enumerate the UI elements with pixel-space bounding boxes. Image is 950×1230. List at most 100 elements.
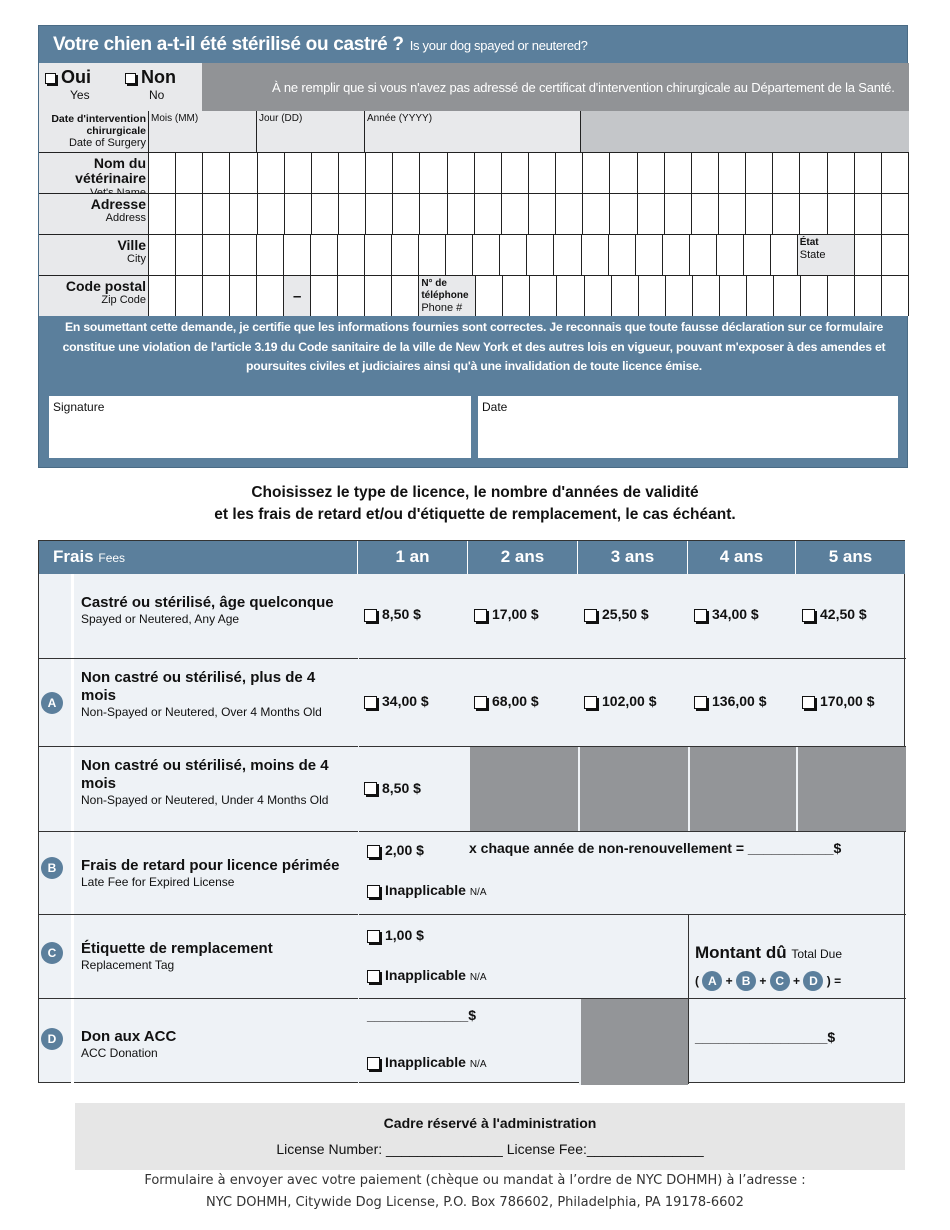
char-cell[interactable] bbox=[312, 194, 339, 234]
char-cell[interactable] bbox=[663, 235, 690, 275]
char-cell[interactable] bbox=[855, 235, 882, 275]
char-cell[interactable] bbox=[392, 276, 420, 316]
char-cell[interactable] bbox=[230, 235, 258, 275]
char-cell[interactable] bbox=[665, 194, 692, 234]
checkbox-icon[interactable] bbox=[367, 929, 380, 943]
signature-field[interactable]: Signature bbox=[49, 396, 471, 458]
fee-option[interactable]: 34,00 $ bbox=[694, 606, 759, 622]
yes-option[interactable]: Oui Yes bbox=[45, 67, 91, 102]
char-cell[interactable] bbox=[230, 153, 258, 193]
char-cell[interactable] bbox=[527, 235, 555, 275]
char-cell[interactable] bbox=[800, 153, 828, 193]
char-cell[interactable] bbox=[176, 194, 204, 234]
checkbox-icon[interactable] bbox=[474, 608, 487, 622]
license-fee-field[interactable]: License Fee:_______________ bbox=[506, 1141, 704, 1157]
char-cell[interactable] bbox=[530, 276, 558, 316]
checkbox-icon[interactable] bbox=[364, 782, 377, 796]
checkbox-icon[interactable] bbox=[584, 608, 597, 622]
checkbox-icon[interactable] bbox=[125, 72, 136, 84]
fee-option[interactable]: 25,50 $ bbox=[584, 606, 649, 622]
char-cell[interactable] bbox=[448, 153, 475, 193]
char-cell[interactable] bbox=[882, 235, 909, 275]
checkbox-icon[interactable] bbox=[367, 1056, 380, 1070]
char-cell[interactable] bbox=[638, 194, 665, 234]
char-cell[interactable] bbox=[338, 235, 366, 275]
char-cell[interactable] bbox=[666, 276, 693, 316]
char-cell[interactable] bbox=[339, 194, 367, 234]
char-cell[interactable] bbox=[882, 153, 909, 193]
char-cell[interactable] bbox=[503, 276, 531, 316]
char-cell[interactable] bbox=[365, 276, 393, 316]
char-cell[interactable] bbox=[801, 276, 828, 316]
char-cell[interactable] bbox=[556, 194, 584, 234]
char-cell[interactable] bbox=[855, 276, 882, 316]
char-cell[interactable] bbox=[311, 276, 339, 316]
late-fee-option[interactable]: 2,00 $ bbox=[367, 842, 424, 858]
char-cell[interactable] bbox=[502, 153, 529, 193]
tag-option[interactable]: 1,00 $ bbox=[367, 927, 424, 943]
char-cell[interactable] bbox=[230, 194, 258, 234]
char-cell[interactable] bbox=[284, 235, 312, 275]
char-cell[interactable] bbox=[257, 276, 285, 316]
checkbox-icon[interactable] bbox=[694, 608, 707, 622]
checkbox-icon[interactable] bbox=[802, 608, 815, 622]
char-cell[interactable] bbox=[285, 194, 312, 234]
char-cell[interactable] bbox=[855, 194, 882, 234]
char-cell[interactable] bbox=[500, 235, 528, 275]
fee-option[interactable]: 170,00 $ bbox=[802, 693, 875, 709]
char-cell[interactable] bbox=[774, 276, 801, 316]
char-cell[interactable] bbox=[311, 235, 339, 275]
char-cell[interactable] bbox=[176, 153, 204, 193]
char-cell[interactable] bbox=[258, 194, 285, 234]
fee-option[interactable]: 17,00 $ bbox=[474, 606, 539, 622]
char-cell[interactable] bbox=[312, 153, 339, 193]
char-cell[interactable] bbox=[639, 276, 666, 316]
char-cell[interactable] bbox=[771, 235, 798, 275]
checkbox-icon[interactable] bbox=[694, 695, 707, 709]
late-fee-total-field[interactable]: x chaque année de non-renouvellement = _… bbox=[469, 840, 842, 856]
checkbox-icon[interactable] bbox=[364, 695, 377, 709]
char-cell[interactable] bbox=[176, 276, 204, 316]
checkbox-icon[interactable] bbox=[45, 72, 56, 84]
char-cell[interactable] bbox=[610, 194, 638, 234]
char-cell[interactable] bbox=[719, 194, 747, 234]
late-fee-na-option[interactable]: Inapplicable N/A bbox=[367, 882, 486, 898]
char-cell[interactable] bbox=[365, 235, 393, 275]
char-cell[interactable] bbox=[665, 153, 692, 193]
char-cell[interactable] bbox=[366, 153, 394, 193]
char-cell[interactable] bbox=[420, 153, 448, 193]
char-cell[interactable] bbox=[502, 194, 529, 234]
char-cell[interactable] bbox=[746, 153, 774, 193]
fee-option[interactable]: 8,50 $ bbox=[364, 606, 421, 622]
donation-na-option[interactable]: Inapplicable N/A bbox=[367, 1054, 486, 1070]
fee-option[interactable]: 68,00 $ bbox=[474, 693, 539, 709]
char-cell[interactable] bbox=[448, 194, 475, 234]
tag-na-option[interactable]: Inapplicable N/A bbox=[367, 967, 486, 983]
char-cell[interactable] bbox=[746, 194, 774, 234]
checkbox-icon[interactable] bbox=[802, 695, 815, 709]
char-cell[interactable] bbox=[800, 194, 828, 234]
fee-option[interactable]: 136,00 $ bbox=[694, 693, 767, 709]
char-cell[interactable] bbox=[420, 194, 448, 234]
char-cell[interactable] bbox=[393, 194, 421, 234]
char-cell[interactable] bbox=[529, 194, 557, 234]
license-number-field[interactable]: License Number: _______________ bbox=[276, 1141, 503, 1157]
char-cell[interactable] bbox=[693, 276, 720, 316]
char-cell[interactable] bbox=[446, 235, 474, 275]
char-cell[interactable] bbox=[609, 235, 636, 275]
char-cell[interactable] bbox=[529, 153, 557, 193]
char-cell[interactable] bbox=[203, 194, 231, 234]
char-cell[interactable] bbox=[583, 194, 611, 234]
char-cell[interactable] bbox=[828, 153, 855, 193]
checkbox-icon[interactable] bbox=[367, 884, 380, 898]
char-cell[interactable] bbox=[828, 194, 855, 234]
char-cell[interactable] bbox=[285, 153, 312, 193]
char-cell[interactable] bbox=[258, 153, 285, 193]
char-cell[interactable] bbox=[149, 153, 177, 193]
month-field[interactable]: Mois (MM) bbox=[149, 111, 257, 152]
char-cell[interactable] bbox=[149, 235, 177, 275]
char-cell[interactable] bbox=[339, 153, 367, 193]
char-cell[interactable] bbox=[257, 235, 285, 275]
char-cell[interactable] bbox=[176, 235, 204, 275]
char-cell[interactable] bbox=[692, 194, 719, 234]
